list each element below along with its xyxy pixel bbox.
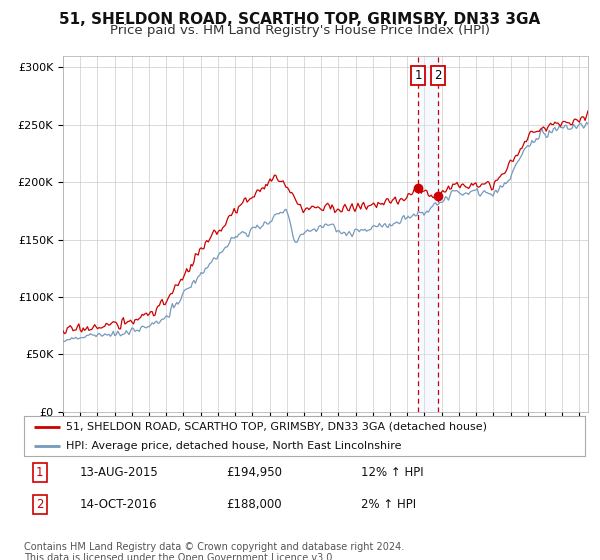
Text: 1: 1 (414, 69, 422, 82)
Text: 2% ↑ HPI: 2% ↑ HPI (361, 498, 416, 511)
Text: 1: 1 (36, 466, 43, 479)
Bar (418, 56, 438, 412)
Text: 12% ↑ HPI: 12% ↑ HPI (361, 466, 423, 479)
Text: 51, SHELDON ROAD, SCARTHO TOP, GRIMSBY, DN33 3GA: 51, SHELDON ROAD, SCARTHO TOP, GRIMSBY, … (59, 12, 541, 27)
Text: 2: 2 (36, 498, 43, 511)
Text: HPI: Average price, detached house, North East Lincolnshire: HPI: Average price, detached house, Nort… (66, 441, 401, 450)
Text: Contains HM Land Registry data © Crown copyright and database right 2024.
This d: Contains HM Land Registry data © Crown c… (24, 542, 404, 560)
Text: 14-OCT-2016: 14-OCT-2016 (80, 498, 158, 511)
Text: 13-AUG-2015: 13-AUG-2015 (80, 466, 159, 479)
Text: £194,950: £194,950 (226, 466, 282, 479)
Text: Price paid vs. HM Land Registry's House Price Index (HPI): Price paid vs. HM Land Registry's House … (110, 24, 490, 37)
Text: £188,000: £188,000 (226, 498, 281, 511)
Text: 51, SHELDON ROAD, SCARTHO TOP, GRIMSBY, DN33 3GA (detached house): 51, SHELDON ROAD, SCARTHO TOP, GRIMSBY, … (66, 422, 487, 432)
Text: 2: 2 (434, 69, 442, 82)
